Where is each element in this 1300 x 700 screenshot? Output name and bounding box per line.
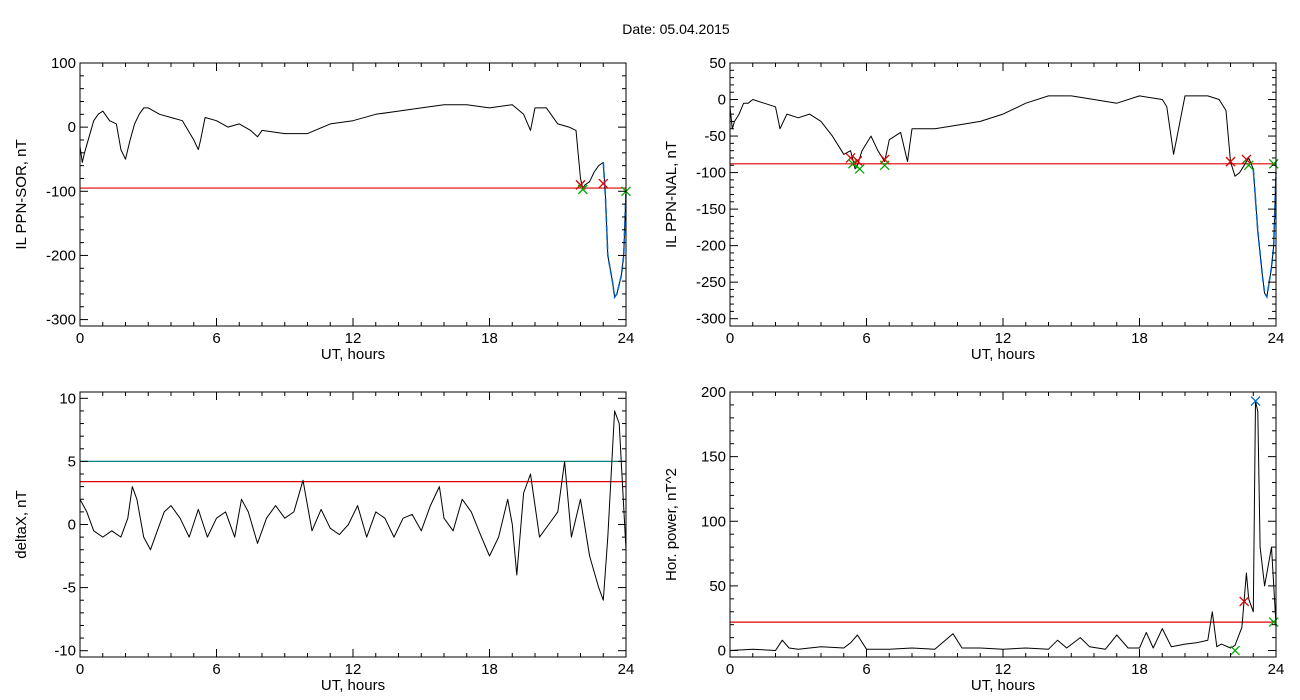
- x-tick-label: 6: [212, 330, 220, 347]
- plot-frame: [79, 391, 627, 658]
- cross-marker: [1230, 645, 1241, 656]
- x-tick-label: 18: [1131, 330, 1148, 347]
- cross-marker-stroke: [845, 153, 856, 163]
- cross-marker: [1268, 617, 1279, 628]
- cross-marker: [598, 178, 609, 189]
- y-tick-label: -10: [54, 643, 76, 660]
- y-tick-label: -50: [704, 128, 726, 145]
- x-tick-label: 12: [345, 330, 362, 347]
- x-tick-label: 6: [862, 661, 870, 678]
- x-tick-label: 24: [618, 661, 635, 678]
- cross-marker: [852, 155, 863, 166]
- cross-marker-stroke: [1268, 158, 1279, 169]
- date-title: Date: 05.04.2015: [622, 21, 730, 37]
- x-axis-label: UT, hours: [971, 677, 1035, 694]
- y-axis-label: IL PPN-SOR, nT: [13, 139, 30, 249]
- y-tick-label: 100: [701, 513, 726, 530]
- cross-marker: [1225, 156, 1236, 167]
- x-tick-label: 0: [76, 661, 84, 678]
- y-tick-label: 0: [68, 119, 76, 136]
- cross-marker-stroke: [1241, 154, 1252, 165]
- y-tick-label: 50: [709, 578, 726, 595]
- y-tick-label: -100: [696, 165, 726, 182]
- y-tick-label: 0: [718, 643, 726, 660]
- plot-frame: [729, 62, 1277, 327]
- x-axis-label: UT, hours: [971, 346, 1035, 363]
- y-axis-label: deltaX, nT: [13, 490, 30, 558]
- y-tick-label: -150: [696, 201, 726, 218]
- cross-marker-stroke: [1239, 596, 1250, 607]
- x-tick-label: 6: [862, 330, 870, 347]
- cross-marker-stroke: [598, 178, 609, 189]
- x-tick-label: 24: [618, 330, 635, 347]
- chart-panel-4: 0 6 12 18 24 200 150 100 50 0 UT, hours Hor. power,…: [663, 384, 1284, 694]
- x-tick-label: 18: [481, 661, 498, 678]
- cross-marker: [577, 184, 588, 195]
- cross-marker: [845, 153, 856, 163]
- y-tick-label: 10: [59, 390, 76, 407]
- y-tick-label: 150: [701, 449, 726, 466]
- y-tick-label: -300: [46, 312, 76, 329]
- cross-marker: [879, 160, 890, 171]
- series-line: [79, 410, 627, 601]
- x-tick-label: 0: [726, 661, 734, 678]
- cross-marker: [1250, 396, 1261, 407]
- y-axis-label: Hor. power, nT^2: [663, 468, 680, 581]
- series-line: [729, 95, 1277, 298]
- y-tick-label: -100: [46, 183, 76, 200]
- cross-marker-stroke: [1250, 396, 1261, 407]
- chart-panel-1: 0 6 12 18 24 100 0 -100 -200 -300 UT, hours IL PPN-…: [13, 55, 634, 363]
- y-axis-label: IL PPN-NAL, nT: [663, 141, 680, 248]
- x-tick-label: 12: [345, 661, 362, 678]
- chart-panel-3: 0 6 12 18 24 10 5 0 -5 -10 UT, hours deltaX, nT: [13, 390, 634, 694]
- cross-marker-stroke: [1225, 156, 1236, 167]
- y-tick-label: 0: [68, 517, 76, 534]
- x-tick-label: 24: [1268, 330, 1285, 347]
- series-line: [729, 400, 1277, 651]
- y-tick-label: 0: [718, 92, 726, 109]
- y-tick-label: -200: [696, 238, 726, 255]
- x-tick-label: 18: [1131, 661, 1148, 678]
- event-segment-line: [602, 162, 627, 300]
- event-segment-line: [1252, 168, 1277, 300]
- x-tick-label: 0: [726, 330, 734, 347]
- y-tick-label: 5: [68, 453, 76, 470]
- cross-marker-stroke: [577, 184, 588, 195]
- x-tick-label: 6: [212, 661, 220, 678]
- y-tick-label: -5: [63, 580, 76, 597]
- cross-marker-stroke: [852, 155, 863, 166]
- cross-marker-stroke: [1268, 617, 1279, 628]
- y-tick-label: -250: [696, 274, 726, 291]
- y-tick-label: 100: [51, 55, 76, 72]
- y-tick-label: -200: [46, 247, 76, 264]
- x-axis-label: UT, hours: [321, 346, 385, 363]
- cross-marker: [854, 163, 865, 174]
- cross-marker: [1243, 160, 1254, 171]
- cross-marker-stroke: [847, 158, 858, 169]
- y-tick-label: 50: [709, 55, 726, 72]
- cross-marker: [847, 158, 858, 169]
- cross-marker-stroke: [575, 179, 586, 190]
- chart-panel-2: 0 6 12 18 24 50 0 -50 -100 -150 -200 -250 -300 UT, ho…: [663, 55, 1284, 363]
- cross-marker-stroke: [879, 160, 890, 171]
- cross-marker: [1241, 154, 1252, 165]
- y-tick-label: 200: [701, 384, 726, 401]
- plot-frame: [729, 391, 1277, 658]
- plot-frame: [79, 62, 627, 327]
- y-tick-label: -300: [696, 311, 726, 328]
- x-tick-label: 12: [995, 330, 1012, 347]
- cross-marker-stroke: [1230, 645, 1241, 656]
- series-line: [79, 104, 627, 298]
- cross-marker-stroke: [1243, 160, 1254, 171]
- x-tick-label: 12: [995, 661, 1012, 678]
- cross-marker-stroke: [854, 163, 865, 174]
- cross-marker: [1239, 596, 1250, 607]
- x-axis-label: UT, hours: [321, 677, 385, 694]
- x-tick-label: 0: [76, 330, 84, 347]
- x-tick-label: 18: [481, 330, 498, 347]
- x-tick-label: 24: [1268, 661, 1285, 678]
- cross-marker: [1268, 158, 1279, 169]
